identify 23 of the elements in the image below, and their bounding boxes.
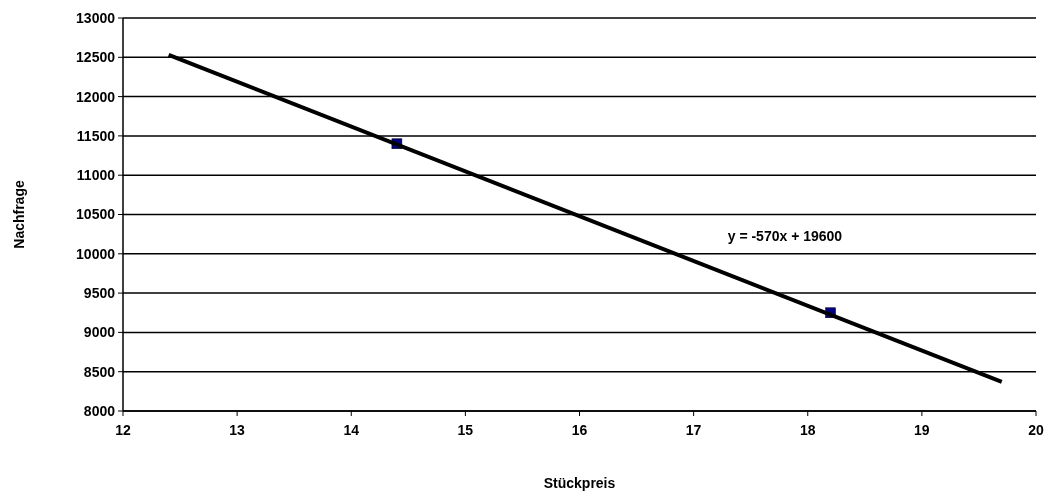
y-tick-label: 9000 (83, 324, 116, 341)
y-tick-label: 13000 (76, 9, 116, 26)
y-tick-label: 11000 (76, 167, 116, 184)
x-axis-title: Stückpreis (543, 475, 616, 491)
x-tick-label: 20 (1028, 422, 1044, 438)
x-tick-label: 17 (685, 422, 702, 438)
y-tick-label: 11500 (76, 127, 116, 144)
x-tick-label: 12 (115, 422, 131, 438)
x-tick-label: 16 (571, 422, 588, 438)
y-tick-label: 9500 (83, 285, 116, 301)
y-tick-label: 10500 (76, 206, 116, 223)
y-tick-label: 8500 (83, 363, 116, 380)
x-tick-label: 18 (799, 422, 816, 438)
x-tick-label: 14 (343, 422, 360, 438)
y-tick-label: 10000 (76, 245, 116, 262)
y-tick-label: 12000 (76, 88, 116, 105)
annotation: y = -570x + 19600 (727, 227, 843, 244)
y-tick-label: 8000 (83, 402, 116, 419)
x-tick-label: 15 (457, 422, 474, 438)
x-tick-label: 13 (229, 422, 246, 438)
y-tick-label: 12500 (76, 49, 116, 66)
y-axis-title: Nachfrage (11, 180, 27, 249)
x-tick-label: 19 (914, 422, 930, 438)
